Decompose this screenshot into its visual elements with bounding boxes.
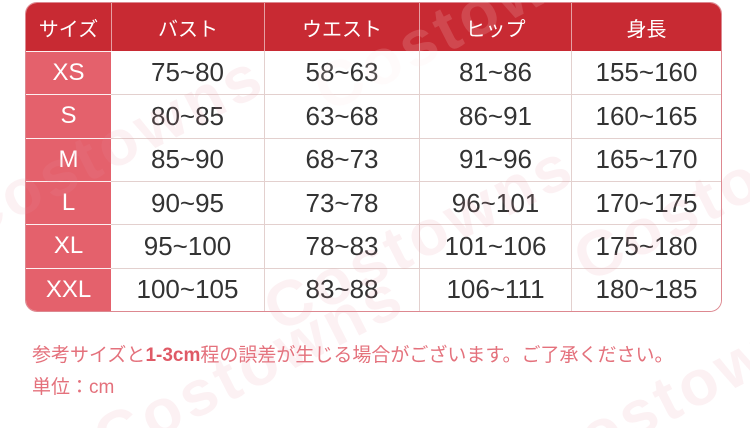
measurement-cell: 85~90 (111, 137, 264, 181)
measurement-cell: 73~78 (264, 180, 419, 225)
header-cell-size: サイズ (26, 3, 111, 51)
measurement-cell: 75~80 (111, 51, 264, 95)
size-label-xl: XL (26, 224, 111, 268)
header-cell-height: 身長 (571, 3, 721, 51)
measurement-cell: 165~170 (571, 137, 721, 181)
measurement-cell: 95~100 (111, 224, 264, 268)
header-cell-waist: ウエスト (264, 3, 419, 51)
measurement-cell: 170~175 (571, 180, 721, 225)
tolerance-note-suffix: 程の誤差が生じる場合がございます。ご了承ください。 (200, 345, 674, 366)
measurement-cell: 78~83 (264, 224, 419, 268)
measurement-cell: 175~180 (571, 224, 721, 268)
header-cell-bust: バスト (111, 3, 264, 51)
measurement-cell: 63~68 (264, 94, 419, 138)
measurement-cell: 106~111 (419, 267, 571, 311)
tolerance-note-range: 1-3cm (145, 345, 201, 366)
measurement-cell: 90~95 (111, 180, 264, 225)
measurement-cell: 180~185 (571, 267, 721, 311)
measurement-cell: 68~73 (264, 137, 419, 181)
measurement-cell: 101~106 (419, 224, 571, 268)
measurement-cell: 81~86 (419, 51, 571, 95)
size-label-xs: XS (26, 51, 111, 95)
measurement-cell: 86~91 (419, 94, 571, 138)
measurement-cell: 80~85 (111, 94, 264, 138)
size-label-m: M (26, 137, 111, 181)
size-table: サイズ バスト ウエスト ヒップ 身長 XS 75~80 58~63 81~86… (25, 2, 722, 312)
unit-note: 単位：cm (32, 377, 115, 398)
measurement-cell: 91~96 (419, 137, 571, 181)
measurement-cell: 160~165 (571, 94, 721, 138)
size-label-s: S (26, 94, 111, 138)
measurement-cell: 58~63 (264, 51, 419, 95)
measurement-cell: 96~101 (419, 180, 571, 225)
size-label-l: L (26, 180, 111, 225)
measurement-cell: 155~160 (571, 51, 721, 95)
tolerance-note-prefix: 参考サイズと (32, 345, 146, 366)
size-label-xxl: XXL (26, 267, 111, 311)
tolerance-note: 参考サイズと1-3cm程の誤差が生じる場合がございます。ご了承ください。 (32, 340, 673, 372)
measurement-cell: 83~88 (264, 267, 419, 311)
measurement-cell: 100~105 (111, 267, 264, 311)
header-cell-hip: ヒップ (419, 3, 571, 51)
size-notes: 参考サイズと1-3cm程の誤差が生じる場合がございます。ご了承ください。 単位：… (32, 340, 673, 404)
